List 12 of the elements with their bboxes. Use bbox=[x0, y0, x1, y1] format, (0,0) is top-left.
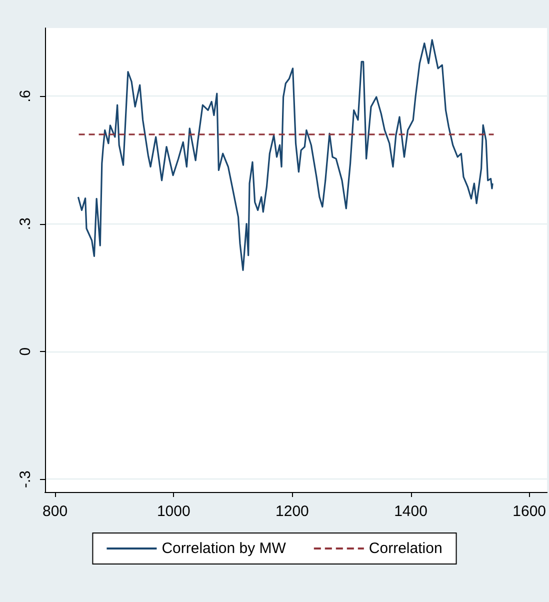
legend-label: Correlation by MW bbox=[162, 540, 287, 557]
x-tick-label: 1400 bbox=[394, 503, 428, 520]
y-tick-label: .3 bbox=[17, 218, 34, 230]
y-tick-label: 0 bbox=[17, 347, 34, 356]
x-tick-label: 1000 bbox=[156, 503, 190, 520]
line-series bbox=[77, 39, 494, 272]
x-tick-label: 1200 bbox=[276, 503, 309, 520]
y-tick-label: -.3 bbox=[17, 470, 34, 488]
legend-label: Correlation bbox=[368, 540, 442, 557]
x-tick-label: 800 bbox=[42, 503, 68, 520]
x-tick-label: 1600 bbox=[512, 503, 546, 520]
y-tick-label: .6 bbox=[17, 90, 34, 102]
